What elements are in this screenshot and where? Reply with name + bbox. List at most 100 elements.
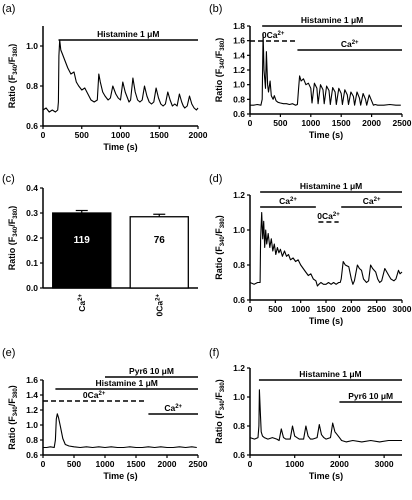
x-axis-label: Time (s) <box>309 130 343 140</box>
y-tick-label: 0.3 <box>26 208 38 218</box>
y-axis-label: Ratio (F340/F380) <box>214 38 226 103</box>
x-tick-label: 2500 <box>393 118 412 128</box>
treatment-label: Ca2+ <box>341 39 359 49</box>
x-tick-label: 1500 <box>150 130 169 140</box>
panel-label: (c) <box>2 173 15 185</box>
x-tick-label: 0 <box>41 459 46 469</box>
y-tick-label: 1.0 <box>26 41 38 51</box>
trace-line <box>42 39 199 113</box>
treatment-label: Ca2+ <box>279 196 297 206</box>
bar <box>129 216 189 289</box>
treatment-label: Pyr6 10 μM <box>129 366 174 376</box>
treatment-label: Histamine 1 μM <box>97 29 159 39</box>
x-tick-label: 0 <box>41 130 46 140</box>
x-tick-label: 1000 <box>301 118 320 128</box>
y-tick-label: 1.2 <box>233 65 245 75</box>
x-tick-label: 2500 <box>367 304 386 314</box>
trace-line <box>249 211 403 287</box>
x-tick-label: 2000 <box>362 118 381 128</box>
treatment-label: Histamine 1 μM <box>301 15 363 25</box>
y-tick-label: 0.8 <box>233 260 245 270</box>
y-tick-label: 1.4 <box>26 390 38 400</box>
x-tick-label: 3000 <box>375 459 394 469</box>
trace-line <box>250 32 401 106</box>
x-tick-label: 2500 <box>189 459 208 469</box>
x-axis-label: Time (s) <box>103 142 137 152</box>
y-tick-label: 1.6 <box>233 36 245 46</box>
panel-label: (d) <box>209 173 222 185</box>
x-tick-label: 1000 <box>291 304 310 314</box>
y-tick-label: 0.6 <box>26 121 38 131</box>
y-tick-label: 1.8 <box>233 21 245 31</box>
y-axis-label: Ratio (F340/F380) <box>7 206 19 271</box>
y-tick-label: 1.2 <box>233 190 245 200</box>
panel-b: (b) 0.6 0.8 1.0 1.2 1.4 1.6 1.8 0 500 1000 1500 2000… <box>209 3 412 140</box>
y-axis-label: Ratio (F340/F380) <box>7 44 19 109</box>
y-tick-label: 0.6 <box>233 295 245 305</box>
treatment-label: 0Ca2+ <box>317 211 340 221</box>
y-axis-label: Ratio (F340/F380) <box>214 379 226 444</box>
y-tick-label: 1.0 <box>233 392 245 402</box>
y-tick-label: 0.6 <box>233 450 245 460</box>
x-tick-label: 2000 <box>158 459 177 469</box>
x-tick-label: 2000 <box>189 130 208 140</box>
x-tick-label: 1000 <box>111 130 130 140</box>
x-axis-label: Time (s) <box>309 316 343 326</box>
treatment-label: Ca2+ <box>363 196 381 206</box>
panel-label: (a) <box>2 3 15 15</box>
y-axis-label: Ratio (F340/F380) <box>7 385 19 450</box>
y-tick-label: 0.2 <box>26 233 38 243</box>
x-tick-label: 2000 <box>330 459 349 469</box>
bar-count-label: 119 <box>74 235 91 246</box>
y-tick-label: 1.0 <box>233 80 245 90</box>
panel-a: (a) 0.6 0.8 1.0 0 500 1000 1500 2000 Time (s) Rati… <box>2 3 208 152</box>
x-axis-label: Time (s) <box>309 471 343 481</box>
x-tick-label: 500 <box>75 130 89 140</box>
x-axis-label: Time (s) <box>103 471 137 481</box>
x-tick-label: 1500 <box>317 304 336 314</box>
y-tick-label: 0.8 <box>26 435 38 445</box>
y-tick-label: 0.6 <box>26 450 38 460</box>
panel-c: (c) 0.0 0.1 0.2 0.3 0.4 119 Ca2+ 76 0Ca2+ Ratio (F… <box>2 173 198 316</box>
x-tick-label: 0 <box>248 118 253 128</box>
trace-line <box>43 413 197 449</box>
x-tick-label: 1500 <box>127 459 146 469</box>
y-tick-label: 0.4 <box>26 183 38 193</box>
x-category-label: Ca2+ <box>77 294 87 312</box>
x-tick-label: 500 <box>273 118 287 128</box>
bar <box>52 212 112 289</box>
panel-d: (d) 0.6 0.8 1.0 1.2 0 500 1000 1500 2000 2500 3000 T… <box>209 173 412 326</box>
y-tick-label: 0.8 <box>233 421 245 431</box>
x-tick-label: 0 <box>248 304 253 314</box>
y-tick-label: 0.0 <box>26 283 38 293</box>
trace-line <box>249 389 402 443</box>
treatment-label: Pyr6 10 μM <box>348 391 393 401</box>
y-tick-label: 1.0 <box>26 420 38 430</box>
panel-f: (f) 0.6 0.8 1.0 1.2 0 1000 2000 3000 Time (s) Rati… <box>209 347 402 481</box>
panel-label: (f) <box>209 347 219 359</box>
treatment-label: Histamine 1 μM <box>299 369 361 379</box>
x-tick-label: 0 <box>248 459 253 469</box>
y-tick-label: 1.0 <box>233 225 245 235</box>
panel-label: (b) <box>209 3 222 15</box>
treatment-label: 0Ca2+ <box>83 390 106 400</box>
x-tick-label: 500 <box>67 459 81 469</box>
x-category-label: 0Ca2+ <box>154 294 164 317</box>
y-tick-label: 0.8 <box>26 81 38 91</box>
panel-label: (e) <box>2 347 15 359</box>
x-tick-label: 1000 <box>96 459 115 469</box>
treatment-label: Histamine 1 μM <box>300 181 362 191</box>
x-tick-label: 500 <box>268 304 282 314</box>
bar-count-label: 76 <box>154 235 166 246</box>
x-tick-label: 3000 <box>393 304 412 314</box>
panel-e: (e) 0.6 0.8 1.0 1.2 1.4 1.6 0 500 1000 1500 2000 250… <box>2 347 208 481</box>
y-tick-label: 0.6 <box>233 109 245 119</box>
y-tick-label: 1.4 <box>233 50 245 60</box>
y-tick-label: 0.1 <box>26 258 38 268</box>
y-tick-label: 1.6 <box>26 375 38 385</box>
treatment-label: Ca2+ <box>164 403 182 413</box>
y-axis-label: Ratio (F340/F380) <box>214 215 226 280</box>
treatment-label: Histamine 1 μM <box>96 378 158 388</box>
x-tick-label: 2000 <box>342 304 361 314</box>
y-tick-label: 0.8 <box>233 94 245 104</box>
